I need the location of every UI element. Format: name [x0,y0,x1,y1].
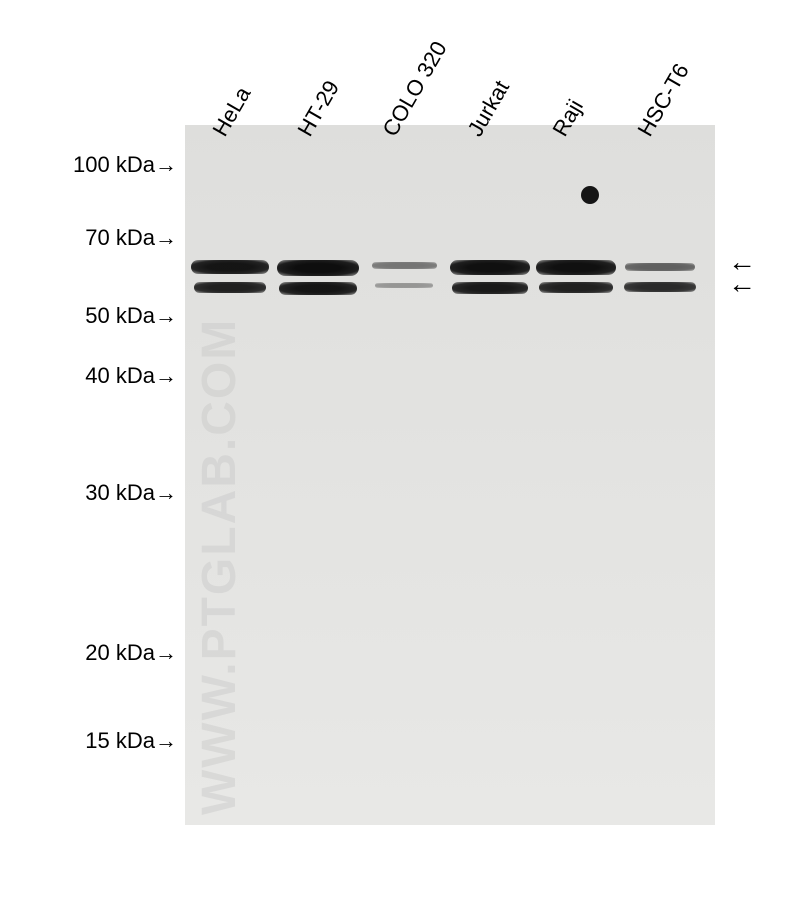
arrow-right-icon: → [155,728,177,754]
mw-marker: 40 kDa→ [65,363,155,389]
protein-band [375,283,433,288]
blot-membrane [185,125,715,825]
protein-band [194,282,266,293]
protein-band [452,282,528,294]
protein-band [191,260,269,274]
mw-marker: 15 kDa→ [65,728,155,754]
artifact-spot [581,186,599,204]
protein-band [277,260,359,276]
protein-band [536,260,616,275]
target-arrow-icon: ← [728,268,756,300]
arrow-right-icon: → [155,480,177,506]
arrow-right-icon: → [155,225,177,251]
arrow-right-icon: → [155,640,177,666]
protein-band [624,282,696,292]
western-blot-figure: WWW.PTGLAB.COM HeLa HT-29 COLO 320 Jurka… [0,0,800,903]
mw-marker: 100 kDa→ [55,152,155,178]
protein-band [450,260,530,275]
protein-band [539,282,613,293]
arrow-right-icon: → [155,303,177,329]
arrow-right-icon: → [155,363,177,389]
protein-band [372,262,437,269]
blot-gradient [185,125,715,825]
mw-marker: 70 kDa→ [65,225,155,251]
arrow-right-icon: → [155,152,177,178]
protein-band [279,282,357,295]
mw-marker: 50 kDa→ [65,303,155,329]
protein-band [625,263,695,271]
mw-marker: 30 kDa→ [65,480,155,506]
mw-marker: 20 kDa→ [65,640,155,666]
